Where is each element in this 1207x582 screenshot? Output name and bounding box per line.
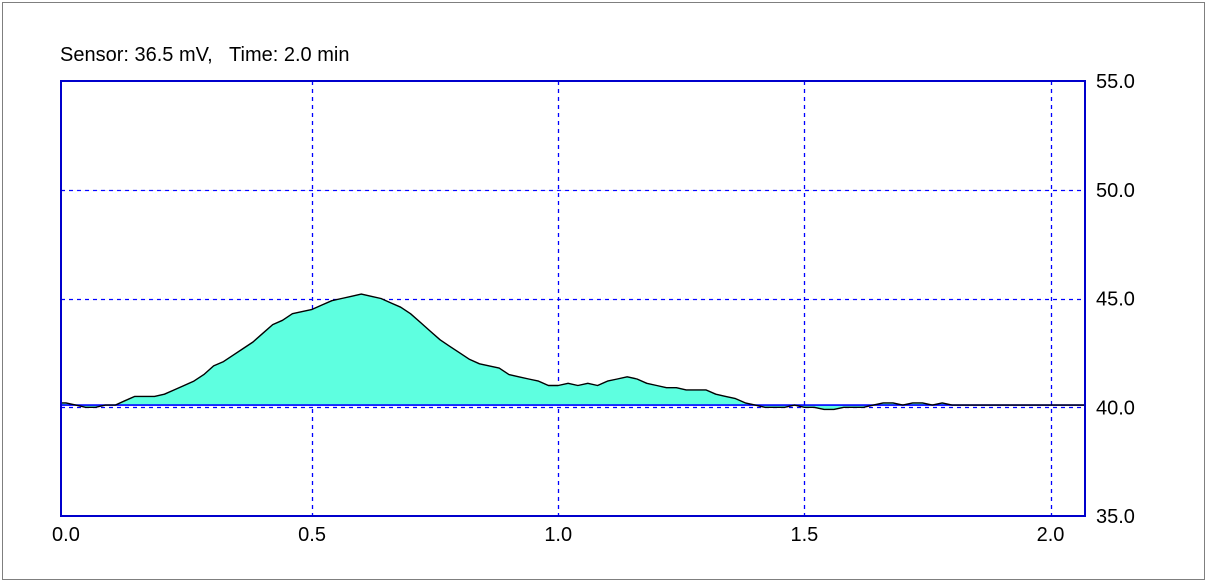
y-tick-label-3: 50.0 <box>1096 180 1135 202</box>
x-tick-label-2: 1.0 <box>544 524 572 546</box>
signal-area-fill <box>61 294 1085 410</box>
grid-lines <box>61 81 1085 516</box>
x-tick-label-1: 0.5 <box>298 524 326 546</box>
y-tick-label-4: 55.0 <box>1096 71 1135 93</box>
x-tick-label-0: 0.0 <box>52 524 80 546</box>
x-tick-label-3: 1.5 <box>790 524 818 546</box>
time-value: 2.0 <box>283 44 312 66</box>
x-axis-ticks: 0.0 0.5 1.0 1.5 2.0 <box>52 524 1064 546</box>
x-tick-label-4: 2.0 <box>1037 524 1065 546</box>
y-tick-label-0: 35.0 <box>1096 506 1135 528</box>
time-unit: min <box>317 44 350 66</box>
plot-area-border <box>60 80 1086 517</box>
signal-trace-line <box>61 293 1085 411</box>
y-tick-label-1: 40.0 <box>1096 397 1135 419</box>
sensor-value: 36.5 <box>134 44 174 66</box>
sensor-label: Sensor: <box>60 44 129 66</box>
y-tick-label-2: 45.0 <box>1096 289 1135 311</box>
sensor-unit: mV, <box>179 44 213 66</box>
y-axis-ticks: 35.0 40.0 45.0 50.0 55.0 <box>1096 71 1135 528</box>
time-label: Time: <box>229 44 279 66</box>
sensor-time-readout: Sensor: 36.5 mV, Time: 2.0 min <box>60 44 349 67</box>
